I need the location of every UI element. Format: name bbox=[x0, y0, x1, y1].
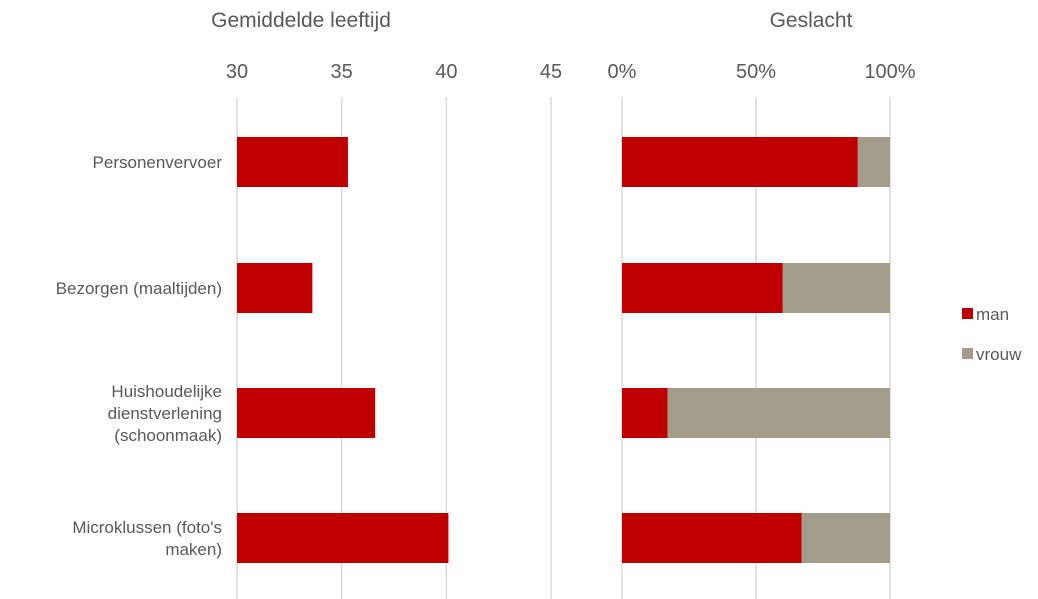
age-bar bbox=[237, 513, 449, 563]
age-tick-label: 30 bbox=[226, 61, 248, 83]
age-chart-title: Gemiddelde leeftijd bbox=[211, 9, 391, 32]
gender-bar-vrouw bbox=[801, 513, 890, 563]
category-label: Huishoudelijke bbox=[111, 382, 222, 401]
age-bar bbox=[237, 388, 376, 438]
gender-bar-man bbox=[622, 263, 783, 313]
gender-bar-vrouw bbox=[667, 388, 890, 438]
gender-tick-label: 50% bbox=[736, 61, 776, 83]
gender-bar-vrouw bbox=[782, 263, 890, 313]
category-label: Bezorgen (maaltijden) bbox=[56, 279, 222, 298]
gender-bar-man bbox=[622, 137, 858, 187]
gender-chart-title: Geslacht bbox=[770, 9, 853, 32]
age-bar bbox=[237, 137, 348, 187]
category-label: maken) bbox=[165, 540, 222, 559]
gender-bar-vrouw bbox=[857, 137, 890, 187]
category-label: Personenvervoer bbox=[93, 153, 223, 172]
gender-tick-label: 0% bbox=[608, 61, 637, 83]
age-chart-bars bbox=[237, 137, 449, 563]
gender-bar-man bbox=[622, 513, 802, 563]
category-label: dienstverlening bbox=[108, 404, 222, 423]
gender-chart-bars bbox=[622, 137, 890, 563]
category-label: Microklussen (foto's bbox=[72, 518, 222, 537]
axis-tick-labels: 30 35 40 45 0% 50% 100% bbox=[226, 61, 916, 83]
age-tick-label: 45 bbox=[540, 61, 562, 83]
age-tick-label: 40 bbox=[435, 61, 457, 83]
category-label: (schoonmaak) bbox=[114, 426, 222, 445]
category-labels: Personenvervoer Bezorgen (maaltijden) Huis… bbox=[56, 153, 223, 559]
gender-tick-label: 100% bbox=[864, 61, 915, 83]
gender-bar-man bbox=[622, 388, 668, 438]
age-bar bbox=[237, 263, 313, 313]
legend-swatch-man bbox=[962, 308, 973, 319]
legend-swatch-vrouw bbox=[962, 348, 973, 359]
legend: man vrouw bbox=[962, 305, 1022, 364]
legend-label-man: man bbox=[976, 305, 1009, 324]
age-tick-label: 35 bbox=[331, 61, 353, 83]
legend-label-vrouw: vrouw bbox=[976, 345, 1022, 364]
